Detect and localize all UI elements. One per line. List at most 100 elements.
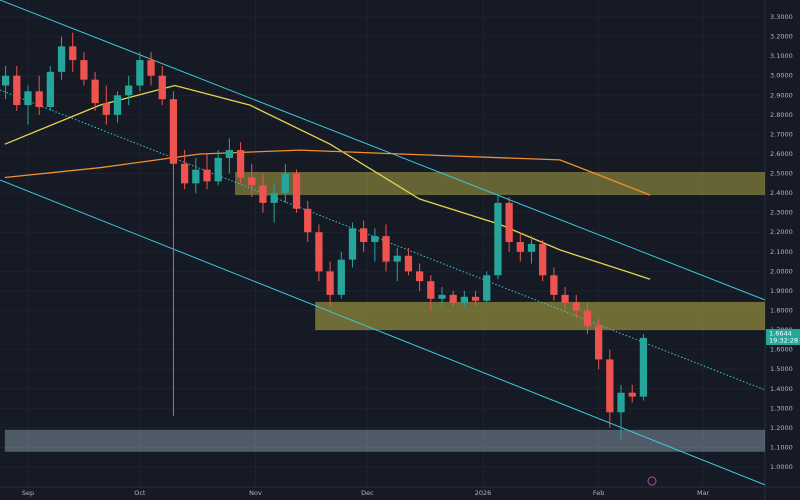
candle-body — [24, 91, 32, 106]
candle-body — [415, 271, 424, 282]
candle-body — [57, 46, 66, 72]
candle-body — [348, 228, 357, 260]
y-tick-label: 1.4000 — [770, 385, 793, 393]
moving-average — [4, 149, 651, 196]
last-price-box — [766, 329, 800, 346]
candle-body — [550, 275, 558, 295]
candle-body — [561, 294, 569, 303]
countdown-label: 19:32:28 — [769, 337, 798, 345]
candle-body — [225, 150, 234, 158]
candle-body — [471, 296, 480, 301]
last-price-label: 1.6644 — [769, 330, 792, 338]
event-icon — [647, 476, 657, 486]
x-tick-label: Nov — [249, 489, 262, 497]
candle-body — [639, 337, 648, 397]
candle-body — [617, 392, 625, 413]
candle-body — [527, 243, 536, 252]
x-tick-label: Mar — [697, 489, 710, 497]
candle-body — [292, 173, 301, 209]
candle-body — [69, 46, 77, 61]
y-tick-label: 2.7000 — [770, 130, 793, 138]
x-tick-label: Oct — [134, 489, 146, 497]
candle-body — [337, 259, 345, 295]
candle-body — [460, 296, 469, 303]
candle-body — [628, 392, 636, 397]
candle-body — [494, 202, 502, 276]
candle-body — [169, 99, 178, 164]
candle-body — [281, 173, 289, 194]
y-tick-label: 2.6000 — [770, 150, 793, 158]
y-tick-label: 2.2000 — [770, 228, 793, 236]
candle-body — [595, 326, 603, 360]
candle-body — [483, 275, 491, 301]
candle-body — [192, 169, 200, 184]
y-tick-label: 1.1000 — [770, 443, 793, 451]
y-tick-label: 2.4000 — [770, 189, 793, 197]
x-tick-label: 2026 — [475, 489, 492, 497]
y-tick-label: 3.0000 — [770, 72, 793, 80]
y-tick-label: 1.6000 — [770, 346, 793, 354]
y-tick-label: 1.8000 — [770, 307, 793, 315]
y-tick-label: 3.1000 — [770, 52, 793, 60]
candle-body — [270, 193, 278, 203]
zone — [315, 301, 765, 331]
candle-body — [102, 103, 110, 115]
candle-body — [80, 60, 88, 80]
candle-body — [136, 60, 144, 86]
x-tick-label: Feb — [593, 489, 605, 497]
candle-body — [91, 79, 99, 104]
x-tick-label: Sep — [22, 489, 34, 497]
y-tick-label: 2.9000 — [770, 91, 793, 99]
x-tick-label: Dec — [361, 489, 374, 497]
candle-body — [572, 302, 580, 311]
trend-line — [0, 0, 766, 301]
y-tick-label: 2.8000 — [770, 111, 793, 119]
candle-body — [404, 255, 413, 272]
candle-body — [516, 242, 524, 252]
moving-average — [4, 84, 651, 280]
candle-body — [583, 310, 592, 327]
y-tick-label: 1.2000 — [770, 424, 793, 432]
candle-body — [259, 185, 267, 203]
candle-body — [505, 202, 513, 243]
candle-body — [326, 271, 334, 295]
y-tick-label: 2.5000 — [770, 170, 793, 178]
candle-body — [371, 236, 379, 243]
candle-body — [315, 232, 323, 272]
candle-body — [382, 236, 390, 262]
candle-body — [46, 71, 54, 108]
zone — [234, 171, 766, 196]
candle-body — [304, 208, 312, 233]
candle-body — [449, 294, 457, 303]
y-tick-label: 3.3000 — [770, 13, 793, 21]
candle-body — [35, 91, 43, 108]
candle-body — [393, 255, 401, 262]
candle-body — [438, 294, 446, 299]
candle-body — [606, 359, 614, 413]
y-tick-label: 1.0000 — [770, 463, 793, 471]
candle-body — [158, 75, 166, 100]
y-tick-label: 1.3000 — [770, 404, 793, 412]
candle-body — [1, 75, 10, 86]
candle-body — [248, 177, 256, 186]
candle-body — [539, 243, 547, 276]
candle-body — [360, 228, 368, 243]
candle-body — [236, 150, 245, 178]
candle-body — [113, 95, 122, 115]
y-tick-label: 2.1000 — [770, 248, 793, 256]
candle-body — [214, 157, 222, 182]
y-tick-label: 1.9000 — [770, 287, 793, 295]
candle-body — [125, 85, 133, 96]
zone — [4, 429, 765, 452]
y-tick-label: 2.3000 — [770, 209, 793, 217]
candle-body — [427, 281, 435, 299]
y-tick-label: 1.5000 — [770, 365, 793, 373]
candle-body — [13, 75, 21, 106]
trend-line — [0, 179, 766, 486]
y-tick-label: 2.0000 — [770, 267, 793, 275]
y-tick-label: 3.2000 — [770, 33, 793, 41]
candle-body — [180, 163, 189, 184]
candle-body — [203, 169, 211, 182]
candle-body — [147, 60, 155, 76]
